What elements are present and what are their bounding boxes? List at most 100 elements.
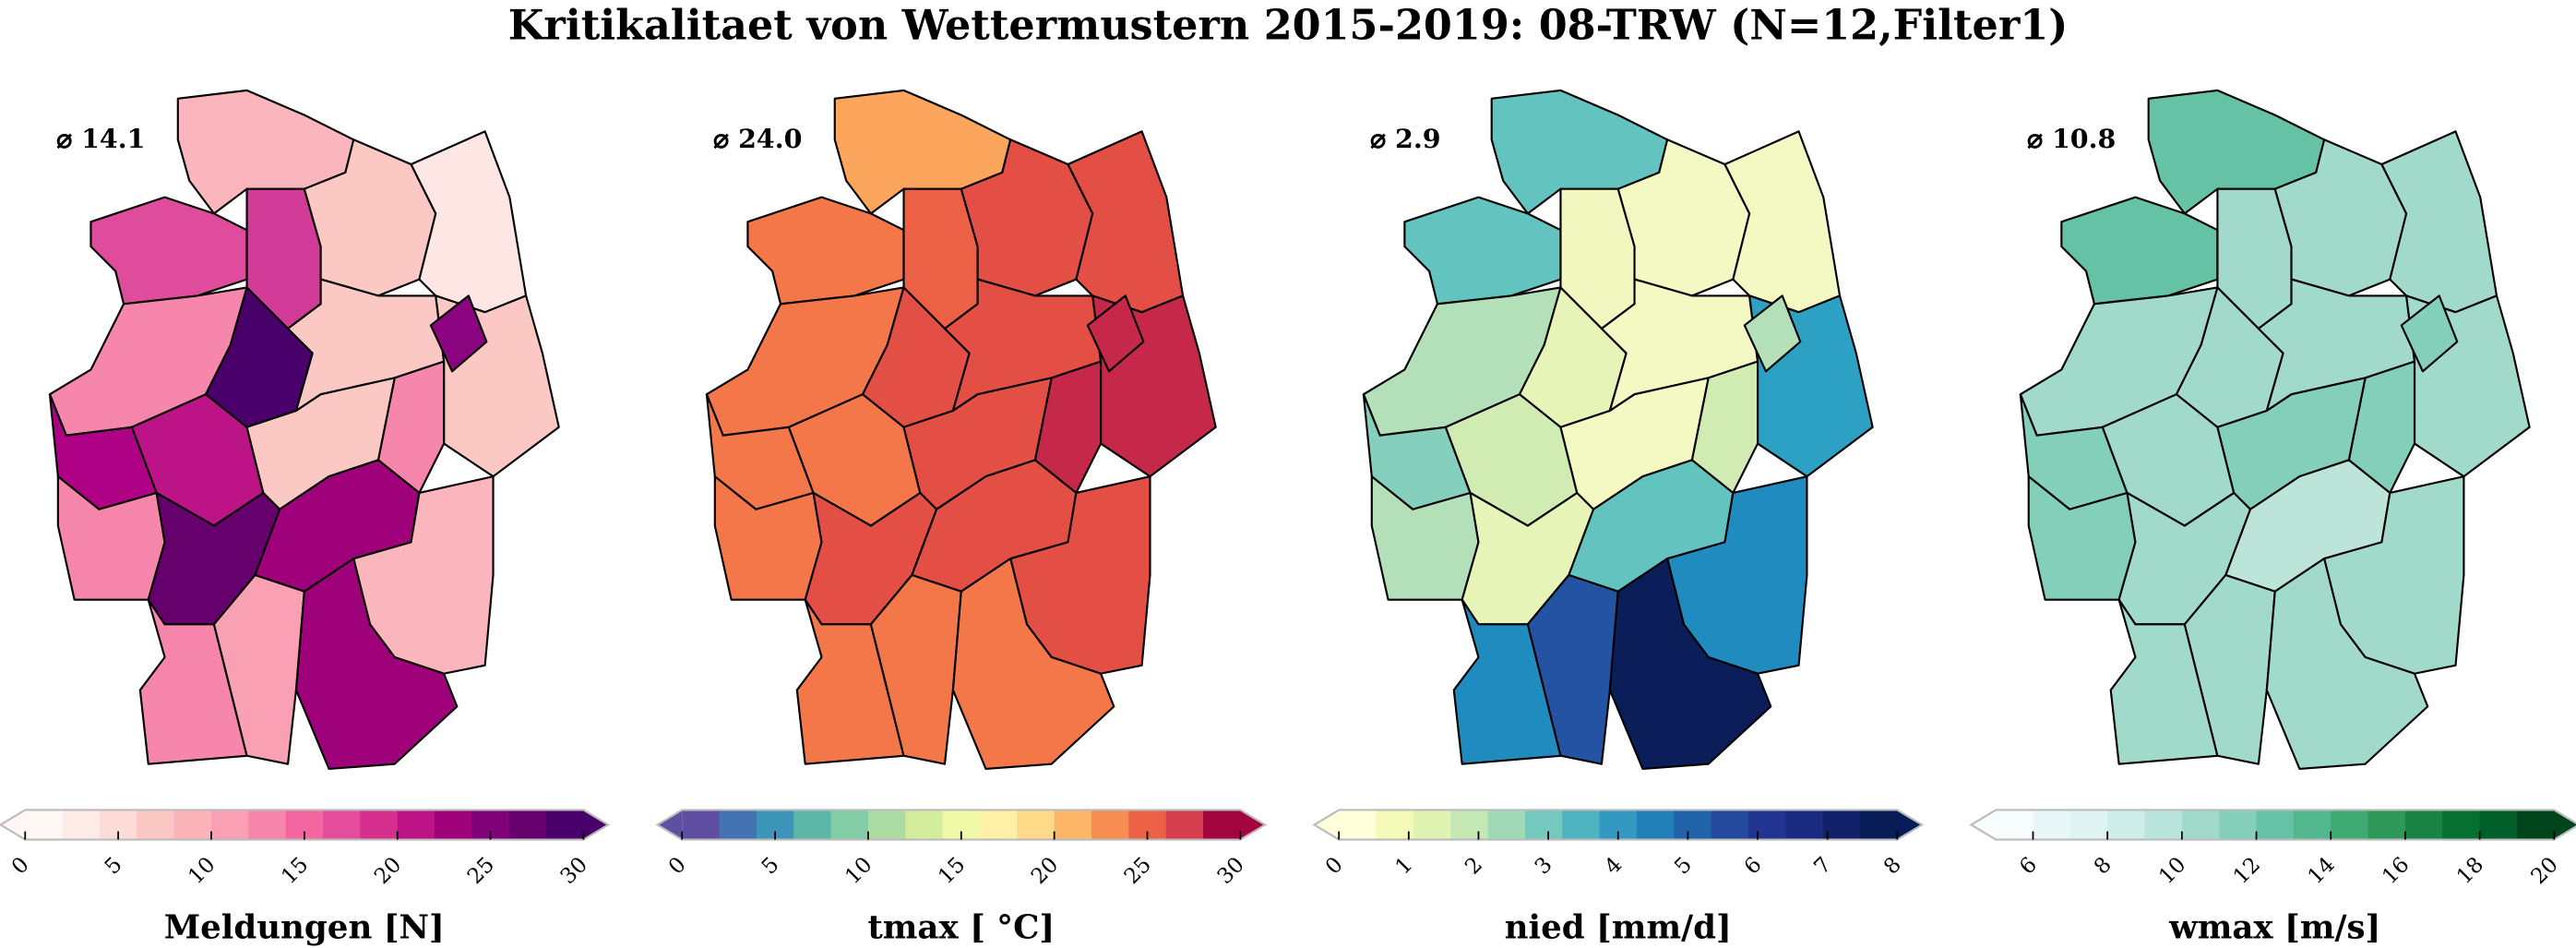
colorbar-bin bbox=[1711, 810, 1749, 840]
colorbar-bin bbox=[793, 810, 832, 840]
colorbar-extend-low bbox=[1971, 810, 1997, 840]
colorbar-label: wmax [m/s] bbox=[2168, 908, 2380, 946]
colorbar-bin bbox=[719, 810, 757, 840]
colorbar-tick-label: 7 bbox=[1809, 853, 1836, 880]
colorbar-tick-label: 3 bbox=[1531, 853, 1557, 880]
colorbar-tick-label: 8 bbox=[1879, 853, 1906, 880]
colorbar-bin bbox=[1487, 810, 1526, 840]
region-10 bbox=[1086, 294, 1145, 373]
region-20 bbox=[212, 573, 305, 765]
colorbar-bin bbox=[397, 810, 435, 840]
colorbar-tick-label: 25 bbox=[463, 853, 499, 889]
colorbar-bin bbox=[2033, 810, 2071, 840]
mean-label: ⌀ 10.8 bbox=[2027, 123, 2116, 154]
region-21 bbox=[1608, 558, 1772, 771]
colorbar-tick-label: 12 bbox=[2229, 853, 2265, 889]
colorbar-tick-label: 30 bbox=[556, 853, 592, 889]
region-2 bbox=[746, 196, 905, 306]
colorbar-tick-label: 8 bbox=[2090, 853, 2117, 880]
colorbar-tick-label: 16 bbox=[2378, 853, 2414, 889]
region-21 bbox=[2265, 558, 2429, 771]
colorbar-tick-label: 1 bbox=[1391, 853, 1418, 880]
colorbar-bin bbox=[173, 810, 212, 840]
colorbar-bin bbox=[62, 810, 101, 840]
colorbar-extend-high bbox=[1240, 810, 1266, 840]
colorbar-bin bbox=[682, 810, 721, 840]
colorbar-bin bbox=[2144, 810, 2183, 840]
colorbar-bin bbox=[2367, 810, 2406, 840]
colorbar: 0 5 10 15 20 25 30 tmax [ °C] bbox=[655, 809, 1268, 946]
map-panel-nied: ⌀ 2.9 0 1 2 3 4 5 6 7 8 nied [mm/d] bbox=[1312, 89, 1925, 946]
colorbar-bin bbox=[1165, 810, 1204, 840]
colorbar-bin bbox=[2219, 810, 2258, 840]
colorbar-bin bbox=[830, 810, 869, 840]
colorbar-extend-high bbox=[1897, 810, 1923, 840]
colorbar-tick-label: 10 bbox=[2154, 853, 2190, 889]
region-2 bbox=[2060, 196, 2219, 306]
colorbar-bin bbox=[210, 810, 249, 840]
colorbar: 0 5 10 15 20 25 30 Meldungen [N] bbox=[0, 809, 611, 946]
colorbar-bin bbox=[546, 810, 584, 840]
colorbar-bin bbox=[1203, 810, 1241, 840]
colorbar-bin bbox=[2181, 810, 2220, 840]
colorbar-bin bbox=[2442, 810, 2481, 840]
colorbar-extend-high bbox=[2554, 810, 2576, 840]
colorbar-bin bbox=[2479, 810, 2518, 840]
colorbar-tick-label: 5 bbox=[757, 853, 784, 880]
colorbar-tick-label: 30 bbox=[1213, 853, 1249, 889]
colorbar-bin bbox=[508, 810, 547, 840]
colorbar-bin bbox=[2404, 810, 2443, 840]
mean-label: ⌀ 24.0 bbox=[713, 123, 802, 154]
colorbar-bin bbox=[1822, 810, 1861, 840]
region-20 bbox=[2183, 573, 2276, 765]
region-10 bbox=[2400, 294, 2459, 373]
colorbar-extend-low bbox=[1314, 810, 1340, 840]
colorbar-bin bbox=[435, 810, 472, 840]
colorbar-outline bbox=[1969, 809, 2576, 841]
colorbar-bin bbox=[2331, 810, 2369, 840]
colorbar-bin bbox=[137, 810, 175, 840]
colorbar-tick-label: 18 bbox=[2452, 853, 2488, 889]
map-panel-wmax: ⌀ 10.8 6 8 10 12 14 16 18 20 wmax [m/s] bbox=[1969, 89, 2576, 946]
colorbar-tick-label: 20 bbox=[1027, 853, 1063, 889]
map-panel-Meldungen: ⌀ 14.1 0 5 10 15 20 25 30 Meldungen [N] bbox=[0, 89, 611, 946]
map bbox=[705, 89, 1217, 771]
colorbar-bin bbox=[1339, 810, 1377, 840]
colorbar-bin bbox=[360, 810, 399, 840]
colorbar-bin bbox=[2293, 810, 2332, 840]
colorbar-tick-label: 5 bbox=[101, 853, 127, 880]
colorbar-tick-label: 6 bbox=[1740, 853, 1767, 880]
colorbar-tick-label: 20 bbox=[2527, 853, 2563, 889]
figure-title: Kritikalitaet von Wettermustern 2015-201… bbox=[508, 2, 2069, 50]
colorbar-bin bbox=[979, 810, 1018, 840]
colorbar-bin bbox=[1636, 810, 1675, 840]
colorbar-bin bbox=[1376, 810, 1414, 840]
colorbar: 6 8 10 12 14 16 18 20 wmax [m/s] bbox=[1969, 809, 2576, 946]
region-10 bbox=[429, 294, 488, 373]
colorbar-extend-low bbox=[657, 810, 683, 840]
colorbar-label: nied [mm/d] bbox=[1505, 908, 1732, 946]
region-2 bbox=[89, 196, 248, 306]
colorbar-tick-label: 2 bbox=[1461, 853, 1487, 880]
colorbar-tick-label: 4 bbox=[1601, 853, 1628, 880]
map bbox=[2019, 89, 2531, 771]
colorbar-bin bbox=[2256, 810, 2295, 840]
region-20 bbox=[1526, 573, 1619, 765]
colorbar-tick-label: 5 bbox=[1670, 853, 1697, 880]
region-21 bbox=[294, 558, 459, 771]
colorbar-tick-label: 15 bbox=[934, 853, 970, 889]
colorbar-bin bbox=[2069, 810, 2108, 840]
mean-label: ⌀ 14.1 bbox=[56, 123, 145, 154]
colorbar-tick-label: 20 bbox=[370, 853, 406, 889]
colorbar-bin bbox=[248, 810, 287, 840]
colorbar-tick-label: 15 bbox=[277, 853, 313, 889]
colorbar-bin bbox=[1450, 810, 1489, 840]
colorbar-bin bbox=[2516, 810, 2555, 840]
region-10 bbox=[1743, 294, 1802, 373]
region-20 bbox=[869, 573, 962, 765]
colorbar-bin bbox=[1413, 810, 1451, 840]
colorbar-tick-label: 0 bbox=[664, 853, 691, 880]
map-panel-tmax: ⌀ 24.0 0 5 10 15 20 25 30 tmax [ °C] bbox=[655, 89, 1268, 946]
colorbar-bin bbox=[1996, 810, 2034, 840]
